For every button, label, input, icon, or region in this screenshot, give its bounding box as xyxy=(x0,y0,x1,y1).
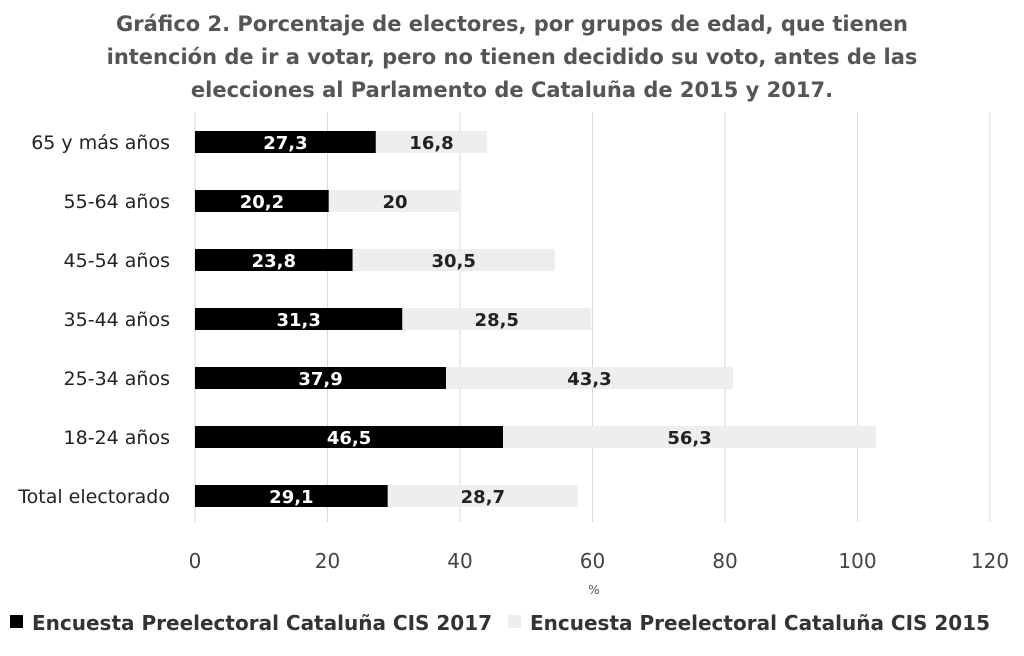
legend-swatch-2015 xyxy=(508,615,521,628)
bars: 27,3 16,8 20,2 20 23,8 30,5 31,3 28,5 37,9 43,3 46… xyxy=(195,131,877,508)
x-tick-label-80: 80 xyxy=(712,549,737,573)
x-tick-label-100: 100 xyxy=(838,549,876,573)
bar-2015-0 xyxy=(375,131,488,153)
legend-label-2017: Encuesta Preelectoral Cataluña CIS 2017 xyxy=(32,611,492,635)
category-label: 25-34 años xyxy=(64,368,170,390)
chart-title: Gráfico 2. Porcentaje de electores, por … xyxy=(107,12,918,102)
bar-2015-1 xyxy=(328,190,462,212)
x-axis-ticks: 0 20 40 60 80 100 120 xyxy=(189,549,1009,573)
category-label: 18-24 años xyxy=(64,427,170,449)
category-label: Total electorado xyxy=(17,486,170,508)
chart-title-line-1: Gráfico 2. Porcentaje de electores, por … xyxy=(116,12,908,36)
legend: Encuesta Preelectoral Cataluña CIS 2017 … xyxy=(10,611,990,635)
data-label-2017-1: 20,2 xyxy=(240,192,284,213)
data-label-2017-3: 31,3 xyxy=(276,310,320,331)
bar-2017-0 xyxy=(195,131,376,153)
data-label-2015-1: 20 xyxy=(383,192,408,213)
x-tick-label-120: 120 xyxy=(971,549,1009,573)
data-label-2015-0: 16,8 xyxy=(409,133,453,154)
category-label: 55-64 años xyxy=(64,191,170,213)
data-label-2015-3: 28,5 xyxy=(475,310,519,331)
data-label-2015-5: 56,3 xyxy=(667,428,711,449)
bar-2017-1 xyxy=(195,190,329,212)
bar-2015-6 xyxy=(387,485,578,507)
data-label-2017-6: 29,1 xyxy=(269,487,313,508)
category-label: 65 y más años xyxy=(31,132,170,154)
data-label-2015-4: 43,3 xyxy=(567,369,611,390)
bar-2017-6 xyxy=(195,485,388,507)
chart-title-line-2: intención de ir a votar, pero no tienen … xyxy=(107,45,918,69)
bar-2015-5 xyxy=(503,426,877,448)
bar-2017-4 xyxy=(195,367,447,389)
bar-2017-5 xyxy=(195,426,504,448)
x-tick-label-0: 0 xyxy=(189,549,202,573)
bar-2017-2 xyxy=(195,249,353,271)
data-label-2017-2: 23,8 xyxy=(252,251,296,272)
legend-swatch-2017 xyxy=(10,615,23,628)
x-axis-label: % xyxy=(588,583,599,597)
x-tick-label-20: 20 xyxy=(315,549,340,573)
bar-2015-3 xyxy=(402,308,592,330)
bar-2015-2 xyxy=(352,249,555,271)
data-label-2015-6: 28,7 xyxy=(461,487,505,508)
category-label: 45-54 años xyxy=(64,250,170,272)
chart-title-line-3: elecciones al Parlamento de Cataluña de … xyxy=(191,78,833,102)
data-label-2017-0: 27,3 xyxy=(263,133,307,154)
data-label-2017-5: 46,5 xyxy=(327,428,371,449)
data-label-2017-4: 37,9 xyxy=(298,369,342,390)
bar-2017-3 xyxy=(195,308,403,330)
x-tick-label-60: 60 xyxy=(580,549,605,573)
data-label-2015-2: 30,5 xyxy=(431,251,475,272)
legend-label-2015: Encuesta Preelectoral Cataluña CIS 2015 xyxy=(530,611,990,635)
bar-2015-4 xyxy=(446,367,733,389)
category-labels: 65 y más años 55-64 años 45-54 años 35-44 a… xyxy=(17,132,170,508)
x-tick-label-40: 40 xyxy=(447,549,472,573)
category-label: 35-44 años xyxy=(64,309,170,331)
